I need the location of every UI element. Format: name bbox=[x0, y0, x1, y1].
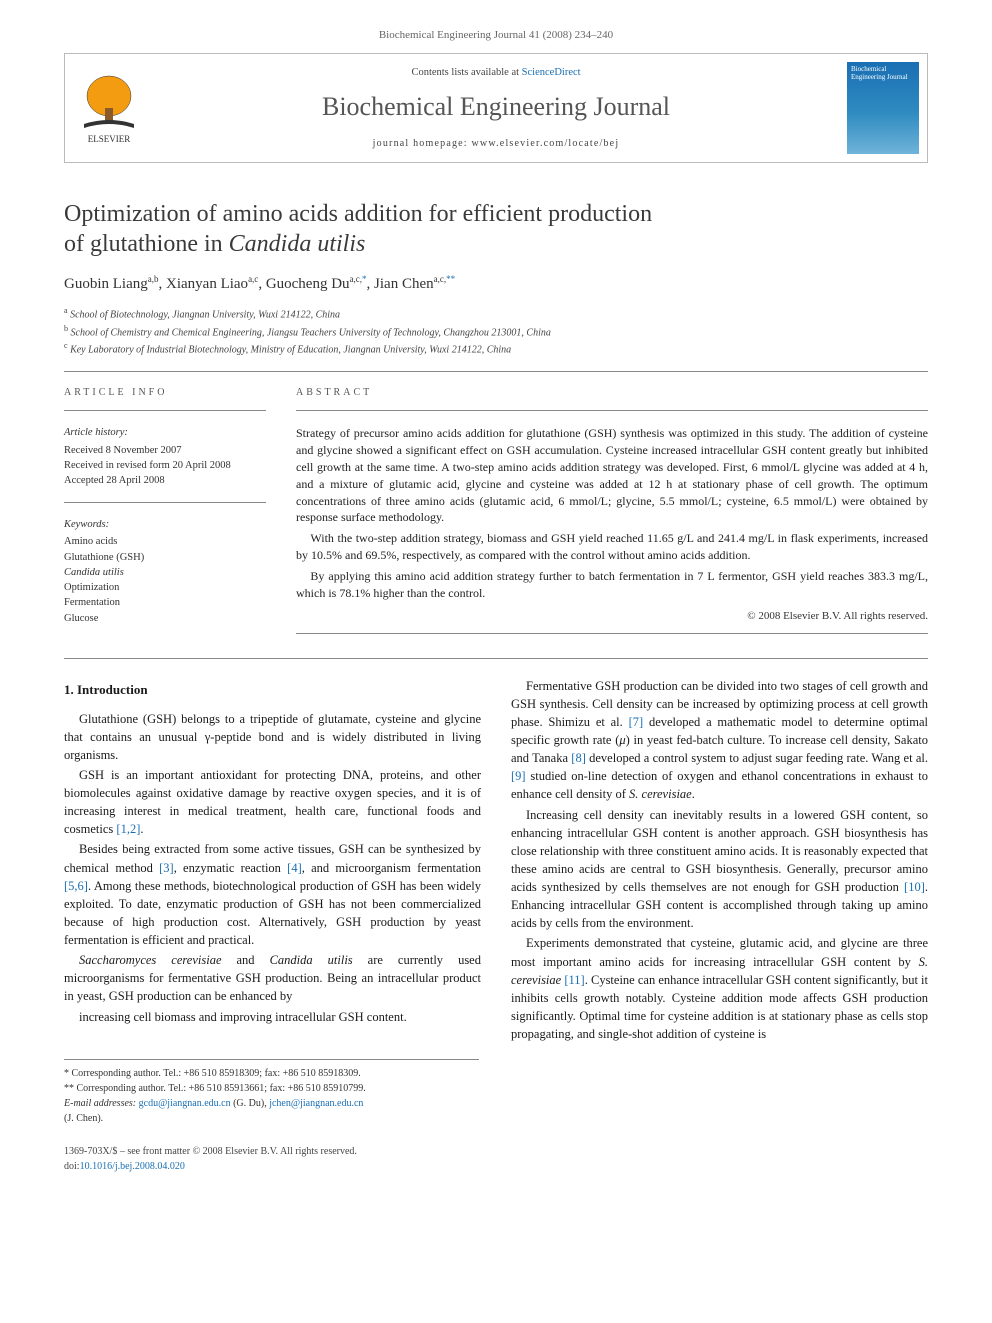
abstract-copyright: © 2008 Elsevier B.V. All rights reserved… bbox=[296, 609, 928, 624]
author-3-aff: a,c, bbox=[350, 274, 363, 284]
abstract-col: ABSTRACT Strategy of precursor amino aci… bbox=[296, 386, 928, 647]
body-p5: increasing cell biomass and improving in… bbox=[64, 1008, 481, 1026]
article-title: Optimization of amino acids addition for… bbox=[64, 199, 928, 259]
keyword: Optimization bbox=[64, 580, 266, 595]
ref-link[interactable]: [5,6] bbox=[64, 879, 88, 893]
abstract-p1: Strategy of precursor amino acids additi… bbox=[296, 425, 928, 526]
corresponding-2: ** Corresponding author. Tel.: +86 510 8… bbox=[64, 1081, 479, 1096]
body-p4: Saccharomyces cerevisiae and Candida uti… bbox=[64, 951, 481, 1005]
body-p3: Besides being extracted from some active… bbox=[64, 840, 481, 949]
author-1: Guobin Liang bbox=[64, 276, 148, 292]
divider bbox=[64, 410, 266, 411]
meta-abstract-row: ARTICLE INFO Article history: Received 8… bbox=[64, 386, 928, 647]
body-text: 1. Introduction Glutathione (GSH) belong… bbox=[64, 677, 928, 1044]
affiliation-a: School of Biotechnology, Jiangnan Univer… bbox=[70, 310, 340, 321]
abstract-p3: By applying this amino acid addition str… bbox=[296, 568, 928, 602]
divider bbox=[64, 371, 928, 372]
email-addresses: E-mail addresses: gcdu@jiangnan.edu.cn (… bbox=[64, 1096, 479, 1126]
corresponding-1: * Corresponding author. Tel.: +86 510 85… bbox=[64, 1066, 479, 1081]
ref-link[interactable]: [7] bbox=[629, 715, 644, 729]
received-date: Received 8 November 2007 bbox=[64, 443, 266, 458]
email-link[interactable]: jchen@jiangnan.edu.cn bbox=[269, 1098, 363, 1109]
ref-link[interactable]: [10] bbox=[904, 880, 925, 894]
journal-homepage: journal homepage: www.elsevier.com/locat… bbox=[373, 137, 620, 151]
bottom-meta: 1369-703X/$ – see front matter © 2008 El… bbox=[64, 1144, 479, 1174]
accepted-date: Accepted 28 April 2008 bbox=[64, 473, 266, 488]
abstract-heading: ABSTRACT bbox=[296, 386, 928, 400]
authors: Guobin Lianga,b, Xianyan Liaoa,c, Guoche… bbox=[64, 273, 928, 295]
contents-available: Contents lists available at ScienceDirec… bbox=[411, 66, 580, 81]
author-2: Xianyan Liao bbox=[166, 276, 248, 292]
keywords-label: Keywords: bbox=[64, 517, 266, 532]
keywords-block: Keywords: Amino acids Glutathione (GSH) … bbox=[64, 517, 266, 626]
divider bbox=[64, 502, 266, 503]
author-1-aff: a,b bbox=[148, 274, 159, 284]
author-3: Guocheng Du bbox=[266, 276, 350, 292]
title-line2-species: Candida utilis bbox=[229, 231, 366, 257]
ref-link[interactable]: [11] bbox=[564, 973, 584, 987]
body-p1: Glutathione (GSH) belongs to a tripeptid… bbox=[64, 710, 481, 764]
body-p7: Increasing cell density can inevitably r… bbox=[511, 806, 928, 933]
homepage-prefix: journal homepage: bbox=[373, 138, 472, 149]
keyword: Fermentation bbox=[64, 595, 266, 610]
cover-thumb-container: Biochemical Engineering Journal bbox=[839, 54, 927, 162]
ref-link[interactable]: [3] bbox=[159, 861, 174, 875]
author-4: Jian Chen bbox=[374, 276, 434, 292]
affiliations: a School of Biotechnology, Jiangnan Univ… bbox=[64, 305, 928, 357]
divider bbox=[64, 658, 928, 659]
keyword: Candida utilis bbox=[64, 565, 266, 580]
journal-reference: Biochemical Engineering Journal 41 (2008… bbox=[64, 28, 928, 43]
keyword: Glucose bbox=[64, 611, 266, 626]
footnotes: * Corresponding author. Tel.: +86 510 85… bbox=[64, 1059, 479, 1126]
revised-date: Received in revised form 20 April 2008 bbox=[64, 458, 266, 473]
publisher-name: ELSEVIER bbox=[88, 134, 131, 144]
article-info-col: ARTICLE INFO Article history: Received 8… bbox=[64, 386, 266, 647]
author-2-aff: a,c bbox=[248, 274, 258, 284]
history-label: Article history: bbox=[64, 425, 266, 440]
issn-line: 1369-703X/$ – see front matter © 2008 El… bbox=[64, 1144, 479, 1159]
contents-prefix: Contents lists available at bbox=[411, 67, 521, 78]
body-p2: GSH is an important antioxidant for prot… bbox=[64, 766, 481, 839]
doi-line: doi:10.1016/j.bej.2008.04.020 bbox=[64, 1159, 479, 1174]
affiliation-c: Key Laboratory of Industrial Biotechnolo… bbox=[70, 344, 511, 355]
header-center: Contents lists available at ScienceDirec… bbox=[153, 54, 839, 162]
ref-link[interactable]: [4] bbox=[287, 861, 302, 875]
author-4-corr-link[interactable]: ** bbox=[446, 276, 455, 292]
cover-title: Biochemical Engineering Journal bbox=[851, 66, 915, 81]
author-4-star: ** bbox=[446, 274, 455, 284]
ref-link[interactable]: [9] bbox=[511, 769, 526, 783]
article-history: Article history: Received 8 November 200… bbox=[64, 425, 266, 488]
ref-link[interactable]: [8] bbox=[571, 751, 586, 765]
homepage-url: www.elsevier.com/locate/bej bbox=[471, 138, 619, 149]
keyword: Amino acids bbox=[64, 534, 266, 549]
keyword: Glutathione (GSH) bbox=[64, 550, 266, 565]
section-heading: 1. Introduction bbox=[64, 681, 481, 700]
title-line1: Optimization of amino acids addition for… bbox=[64, 201, 652, 227]
affiliation-b: School of Chemistry and Chemical Enginee… bbox=[71, 327, 551, 338]
elsevier-logo-icon: ELSEVIER bbox=[74, 68, 144, 148]
author-3-star: * bbox=[362, 274, 367, 284]
divider bbox=[296, 633, 928, 634]
doi-link[interactable]: 10.1016/j.bej.2008.04.020 bbox=[80, 1161, 185, 1172]
article-info-heading: ARTICLE INFO bbox=[64, 386, 266, 400]
divider bbox=[296, 410, 928, 411]
body-p6: Fermentative GSH production can be divid… bbox=[511, 677, 928, 804]
email-link[interactable]: gcdu@jiangnan.edu.cn bbox=[139, 1098, 231, 1109]
journal-name: Biochemical Engineering Journal bbox=[322, 89, 670, 125]
journal-header: ELSEVIER Contents lists available at Sci… bbox=[64, 53, 928, 163]
journal-cover-icon: Biochemical Engineering Journal bbox=[847, 62, 919, 154]
body-p8: Experiments demonstrated that cysteine, … bbox=[511, 934, 928, 1043]
publisher-logo-container: ELSEVIER bbox=[65, 54, 153, 162]
ref-link[interactable]: [1,2] bbox=[116, 822, 140, 836]
abstract-p2: With the two-step addition strategy, bio… bbox=[296, 530, 928, 564]
author-4-aff: a,c, bbox=[434, 274, 447, 284]
author-3-corr-link[interactable]: * bbox=[362, 276, 367, 292]
sciencedirect-link[interactable]: ScienceDirect bbox=[522, 67, 581, 78]
title-line2-pre: of glutathione in bbox=[64, 231, 229, 257]
